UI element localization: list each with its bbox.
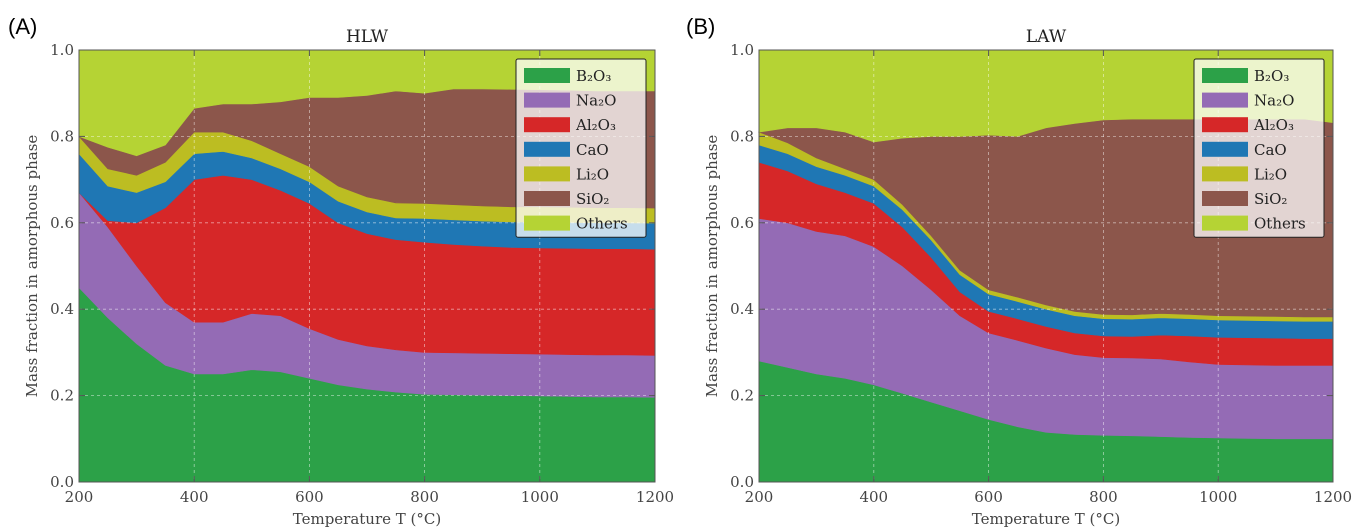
- x-tick-label: 600: [974, 488, 1003, 506]
- legend-swatch-others: [524, 215, 570, 231]
- y-tick-label: 0.6: [730, 214, 754, 232]
- legend-label-cao: CaO: [576, 141, 609, 159]
- legend-swatch-li2o: [1202, 166, 1248, 182]
- legend-label-others: Others: [576, 215, 628, 233]
- legend-swatch-others: [1202, 215, 1248, 231]
- x-tick-label: 1200: [636, 488, 674, 506]
- panel-label: (A): [8, 14, 37, 39]
- legend-swatch-cao: [524, 141, 570, 157]
- legend-label-li2o: Li₂O: [1254, 165, 1287, 183]
- legend-swatch-sio2: [524, 191, 570, 206]
- x-tick-label: 200: [745, 488, 774, 506]
- ticks: 200 400 600 800 1000 1200 0.0 0.2 0.4 0.6 0.8 1.0: [730, 41, 1352, 506]
- legend-label-b2o3: B₂O₃: [576, 67, 611, 85]
- y-tick-label: 0.2: [50, 387, 74, 405]
- x-tick-label: 1200: [1314, 488, 1352, 506]
- panel-law: 200 400 600 800 1000 1200 0.0 0.2 0.4 0.6 0.8 1.0 Te…: [686, 14, 1352, 528]
- y-tick-label: 1.0: [50, 41, 74, 59]
- panel-hlw: 200 400 600 800 1000 1200 0.0 0.2 0.4 0.6 0.8 1.0 Te…: [8, 14, 674, 528]
- legend-label-cao: CaO: [1254, 141, 1287, 159]
- legend-label-na2o: Na₂O: [1254, 92, 1294, 110]
- x-axis-label: Temperature T (°C): [293, 510, 442, 528]
- legend-swatch-li2o: [524, 166, 570, 182]
- legend-swatch-sio2: [1202, 191, 1248, 206]
- x-tick-label: 600: [295, 488, 324, 506]
- panel-title: LAW: [1026, 27, 1067, 47]
- y-axis-label: Mass fraction in amorphous phase: [23, 135, 41, 398]
- legend: B₂O₃ Na₂O Al₂O₃ CaO Li₂O SiO₂ Others: [1193, 58, 1325, 238]
- y-tick-label: 0.8: [730, 127, 754, 145]
- panel-label: (B): [686, 14, 715, 39]
- y-tick-label: 0.8: [50, 127, 74, 145]
- x-tick-label: 1000: [521, 488, 559, 506]
- y-tick-label: 0.4: [730, 300, 754, 318]
- legend-label-b2o3: B₂O₃: [1254, 67, 1289, 85]
- plot-frame: [78, 49, 656, 483]
- legend-swatch-al2o3: [524, 117, 570, 133]
- y-tick-label: 1.0: [730, 41, 754, 59]
- legend-swatch-na2o: [1202, 92, 1248, 108]
- x-tick-label: 1000: [1199, 488, 1237, 506]
- legend-swatch-b2o3: [1202, 68, 1248, 83]
- y-axis-label: Mass fraction in amorphous phase: [703, 135, 721, 398]
- legend-label-na2o: Na₂O: [576, 92, 616, 110]
- plot-frame: [758, 49, 1334, 483]
- x-tick-label: 800: [410, 488, 439, 506]
- stacked-areas: [78, 49, 656, 483]
- legend-swatch-al2o3: [1202, 117, 1248, 133]
- legend-label-sio2: SiO₂: [576, 190, 609, 208]
- y-tick-label: 0.4: [50, 300, 74, 318]
- stacked-areas: [757, 49, 1334, 483]
- y-tick-label: 0.6: [50, 214, 74, 232]
- legend-label-sio2: SiO₂: [1254, 190, 1287, 208]
- y-tick-label: 0.2: [730, 387, 754, 405]
- legend-label-al2o3: Al₂O₃: [575, 116, 616, 134]
- y-tick-label: 0.0: [50, 473, 74, 491]
- legend: B₂O₃ Na₂O Al₂O₃ CaO Li₂O SiO₂ Others: [515, 58, 647, 238]
- legend-swatch-cao: [1202, 141, 1248, 157]
- ticks: 200 400 600 800 1000 1200 0.0 0.2 0.4 0.6 0.8 1.0: [50, 41, 674, 506]
- x-tick-label: 400: [180, 488, 209, 506]
- legend-swatch-b2o3: [524, 68, 570, 83]
- legend-swatch-na2o: [524, 92, 570, 108]
- x-tick-label: 400: [859, 488, 888, 506]
- legend-label-al2o3: Al₂O₃: [1253, 116, 1294, 134]
- y-tick-label: 0.0: [730, 473, 754, 491]
- x-axis-label: Temperature T (°C): [972, 510, 1121, 528]
- legend-label-others: Others: [1254, 215, 1306, 233]
- panel-title: HLW: [346, 27, 389, 47]
- legend-label-li2o: Li₂O: [576, 165, 609, 183]
- x-tick-label: 800: [1089, 488, 1118, 506]
- x-tick-label: 200: [65, 488, 94, 506]
